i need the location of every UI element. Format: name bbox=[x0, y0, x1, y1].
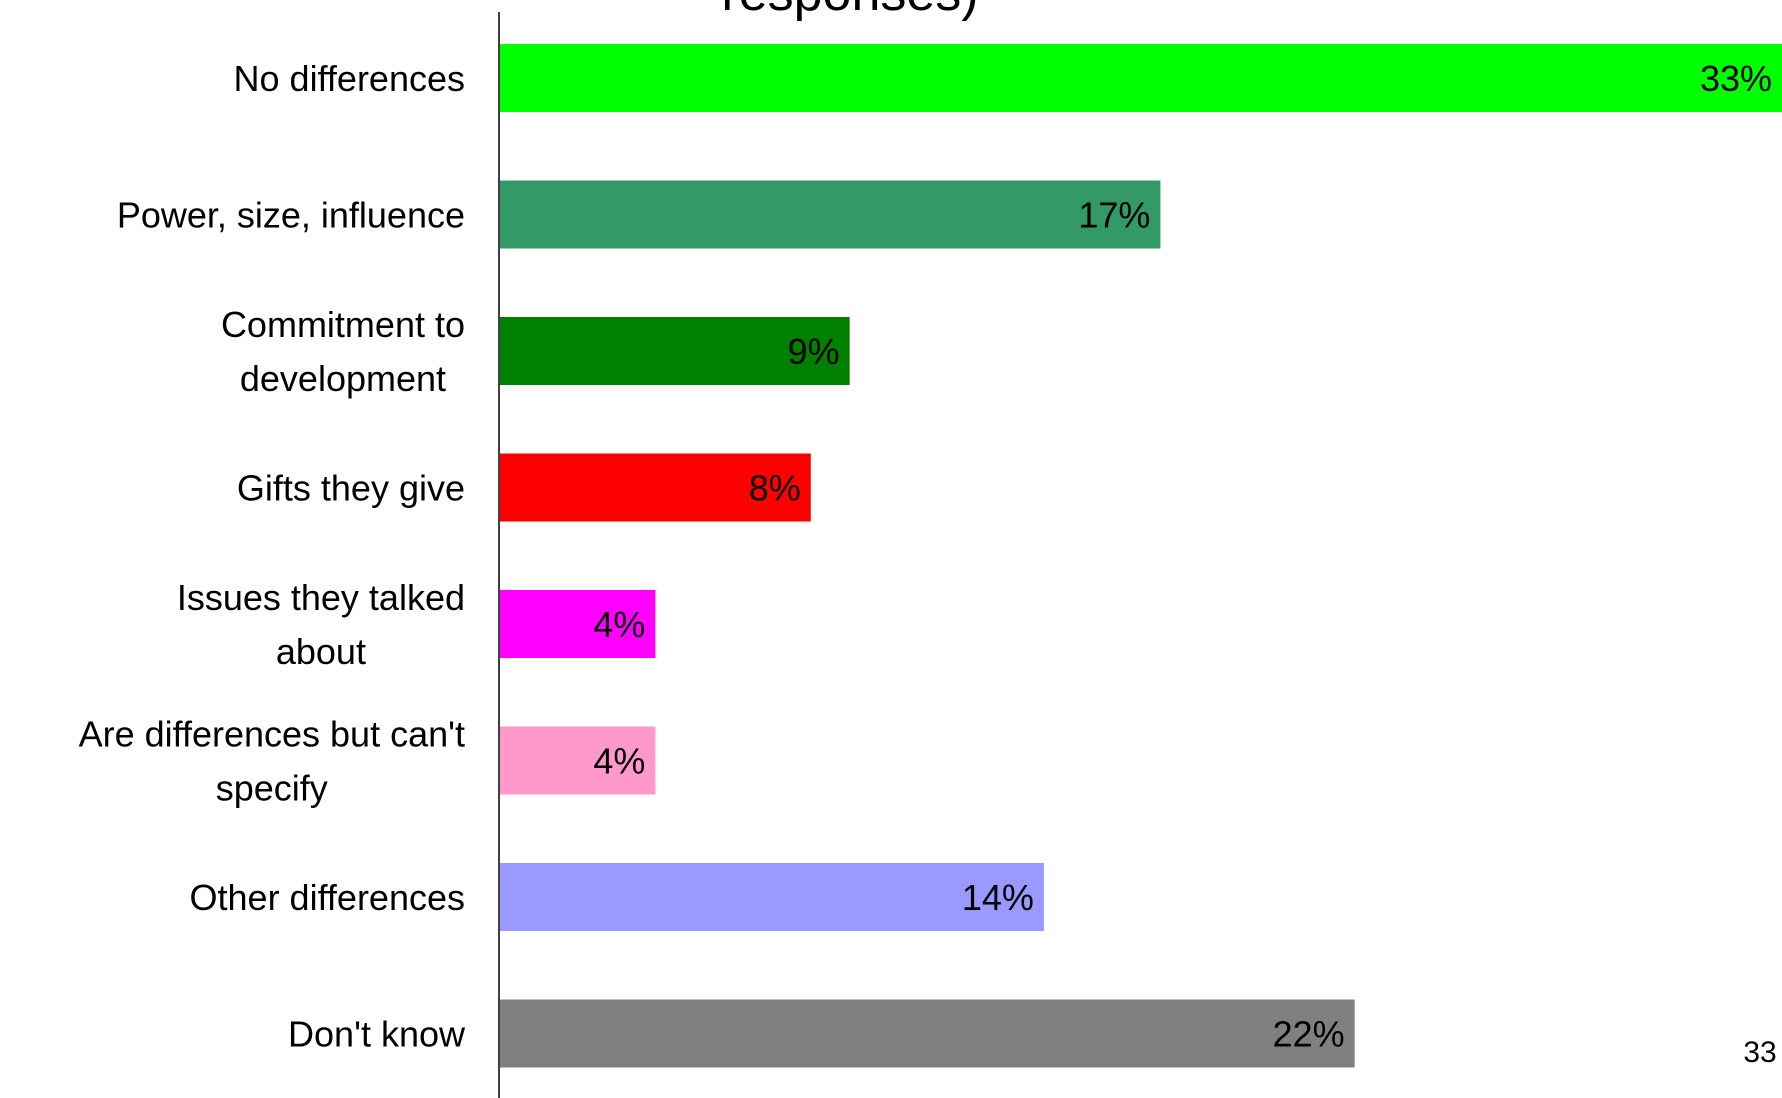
bar bbox=[500, 453, 811, 522]
bar-value-label: 8% bbox=[749, 468, 801, 509]
bar-value-label: 33% bbox=[1700, 58, 1772, 99]
bar bbox=[500, 180, 1161, 249]
page-number: 33 bbox=[1743, 1036, 1776, 1069]
category-label: Don't know bbox=[288, 1014, 466, 1055]
bar bbox=[500, 317, 850, 385]
bar bbox=[500, 590, 656, 658]
category-label: Power, size, influence bbox=[117, 195, 465, 236]
category-label-line: specify bbox=[216, 768, 328, 809]
bar-value-label: 22% bbox=[1273, 1014, 1345, 1055]
bar bbox=[500, 999, 1355, 1068]
bar bbox=[500, 44, 1782, 112]
bar-value-label: 14% bbox=[962, 877, 1034, 918]
category-label: No differences bbox=[234, 58, 465, 99]
category-label: Are differences but can't specify bbox=[79, 714, 465, 809]
bar-value-label: 4% bbox=[593, 741, 645, 782]
category-label-line: about bbox=[276, 631, 366, 672]
bar-value-label: 17% bbox=[1078, 195, 1150, 236]
bar bbox=[500, 863, 1044, 931]
chart-title-fragment: responses) bbox=[721, 0, 978, 22]
bar bbox=[500, 726, 656, 795]
category-label: Other differences bbox=[190, 877, 465, 918]
bar-value-label: 9% bbox=[788, 331, 840, 372]
category-label: Commitment to development bbox=[221, 304, 465, 399]
category-label-line: Are differences but can't bbox=[79, 714, 465, 755]
category-label-line: development bbox=[240, 358, 446, 399]
category-label: Issues they talked about bbox=[177, 577, 465, 672]
category-label-line: Commitment to bbox=[221, 304, 465, 345]
category-label-line: Issues they talked bbox=[177, 577, 465, 618]
category-label: Gifts they give bbox=[237, 468, 465, 509]
bar-value-label: 4% bbox=[593, 604, 645, 645]
